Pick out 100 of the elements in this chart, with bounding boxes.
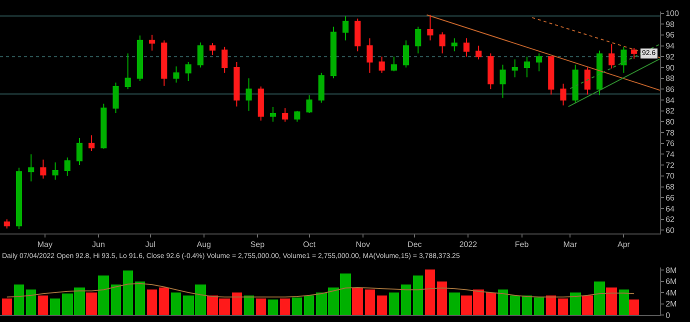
x-tick-label: Oct [303, 240, 316, 249]
bar [86, 292, 97, 315]
y-tick-label: 68 [666, 182, 676, 192]
bar [98, 275, 109, 315]
y-tick-label: 84 [666, 96, 676, 105]
candlestick [415, 26, 422, 54]
y-tick-label: 76 [666, 139, 676, 148]
candlestick [378, 56, 385, 74]
candlestick [282, 108, 288, 122]
bar [606, 287, 617, 315]
x-tick-label: Jul [145, 240, 156, 249]
bar [14, 284, 24, 315]
y-tick-label: 2M [666, 300, 678, 309]
candlestick [185, 62, 192, 82]
y-tick-label: 70 [666, 172, 676, 181]
candlestick [366, 38, 373, 74]
candlestick [463, 38, 470, 58]
bar [135, 281, 145, 315]
y-tick-label: 74 [666, 150, 676, 160]
candlestick [572, 64, 578, 104]
candlestick [28, 154, 34, 182]
bar [558, 298, 568, 315]
candlestick [246, 78, 252, 112]
y-tick-label: 90 [666, 63, 676, 72]
bar [582, 295, 593, 315]
bar [38, 295, 48, 315]
bar [534, 297, 544, 315]
candlestick [354, 18, 361, 52]
bar [147, 289, 157, 315]
candlestick [390, 56, 397, 72]
y-tick-label: 88 [666, 74, 676, 84]
y-tick-label: 6M [666, 277, 678, 286]
bar [268, 299, 278, 315]
y-tick-label: 64 [666, 204, 676, 214]
candlestick [631, 47, 638, 60]
candlestick [40, 159, 46, 180]
candlestick [294, 110, 300, 122]
bar [425, 269, 435, 315]
candlestick [112, 82, 119, 114]
bar [377, 295, 387, 315]
x-tick-label: Jun [92, 240, 105, 249]
bar [244, 295, 254, 315]
candlestick [100, 103, 107, 150]
bar [437, 281, 447, 315]
candlestick [318, 72, 324, 104]
bar [50, 298, 60, 315]
x-tick-label: Nov [356, 240, 370, 249]
candlestick [197, 42, 204, 68]
candlestick [451, 38, 458, 52]
y-tick-label: 82 [666, 106, 676, 116]
candlestick [88, 134, 95, 152]
bar [123, 270, 133, 315]
y-tick-label: 80 [666, 117, 676, 126]
candlestick [608, 44, 615, 70]
bar [171, 292, 181, 315]
y-tick-label: 8M [666, 266, 678, 275]
bar [280, 298, 290, 315]
bar [629, 299, 639, 315]
candlestick [620, 46, 627, 74]
candlestick [149, 34, 156, 52]
bar [546, 295, 556, 315]
bar [304, 295, 314, 315]
candlestick [209, 42, 216, 56]
candlestick [536, 52, 542, 72]
candlestick [136, 34, 143, 82]
bar [2, 298, 12, 315]
x-tick-label: Dec [408, 240, 422, 249]
bar [401, 284, 411, 315]
candlestick [596, 50, 603, 96]
candlestick [476, 45, 482, 60]
candlestick [500, 64, 506, 98]
candlestick [342, 15, 349, 41]
candlestick [427, 14, 434, 41]
bar [256, 298, 266, 315]
candlestick [16, 167, 22, 230]
bar [570, 292, 581, 315]
candlestick [222, 46, 228, 74]
candlestick [258, 86, 264, 122]
bar [26, 289, 36, 315]
bar [352, 287, 363, 315]
candlestick [439, 32, 446, 54]
x-tick-label: May [37, 240, 52, 249]
bar [159, 287, 169, 315]
line-series [6, 283, 635, 298]
candlestick [76, 137, 83, 166]
candlestick [64, 156, 70, 176]
x-tick-label: Aug [196, 240, 211, 249]
y-tick-label: 86 [666, 84, 676, 94]
candlestick [173, 66, 180, 84]
bar [389, 292, 399, 315]
y-tick-label: 66 [666, 193, 676, 202]
bar [232, 292, 242, 315]
candlestick [52, 162, 58, 180]
candlestick [402, 40, 410, 68]
bar [619, 289, 629, 315]
candlestick [560, 83, 566, 106]
candlestick [512, 58, 518, 78]
y-tick-label: 100 [666, 9, 680, 18]
y-tick-label: 92 [666, 52, 676, 62]
candlestick [4, 218, 10, 229]
